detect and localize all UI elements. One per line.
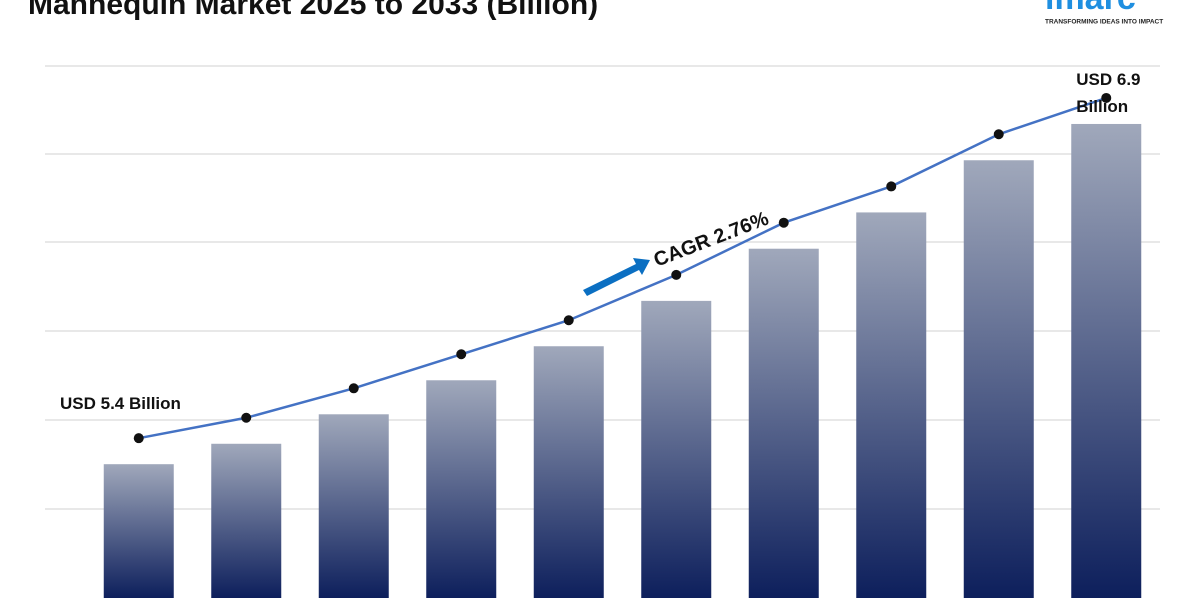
cagr-arrow	[583, 258, 650, 296]
bar	[1071, 123, 1142, 598]
trend-dot	[241, 412, 252, 423]
trend-dot	[993, 129, 1004, 140]
value-label: USD 5.4 Billion	[60, 394, 181, 414]
bar	[856, 212, 927, 598]
brand-logo: imarc	[1045, 0, 1136, 17]
bar	[533, 346, 604, 598]
trend-dot	[1101, 92, 1112, 103]
trend-dot	[886, 181, 897, 192]
trend-dot	[671, 269, 682, 280]
trend-dot	[133, 433, 144, 444]
bar	[641, 300, 712, 598]
bar	[211, 443, 282, 598]
trend-dot	[456, 349, 467, 360]
bar	[103, 464, 174, 598]
brand-tagline: TRANSFORMING IDEAS INTO IMPACT	[1045, 19, 1163, 26]
value-label: USD 6.9 Billion	[1076, 69, 1141, 116]
trend-dot	[563, 315, 574, 326]
bar	[748, 248, 819, 598]
bar	[318, 414, 389, 598]
trend-line	[138, 96, 1107, 440]
chart-title: Mannequin Market 2025 to 2033 (Billion)	[28, 0, 598, 21]
bar	[426, 380, 497, 598]
trend-dot	[778, 217, 789, 228]
bar	[963, 160, 1034, 598]
trend-dot	[348, 383, 359, 394]
